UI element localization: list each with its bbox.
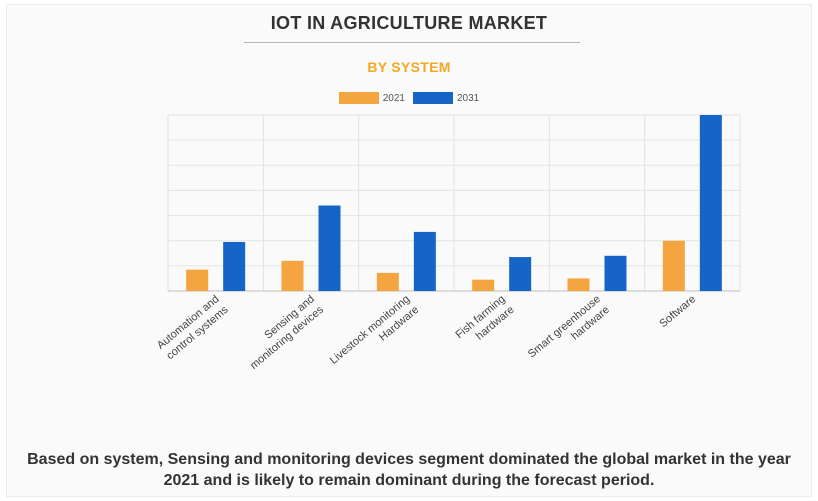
bar-2021[interactable] [186,269,209,291]
x-tick-label-line: Software [657,293,698,330]
x-tick-label: Software [657,293,698,330]
chart-legend: 2021 2031 [0,92,818,104]
bar-2021[interactable] [281,260,304,291]
x-tick-label: Livestock monitoringHardware [328,293,422,377]
bar-2031[interactable] [604,255,627,291]
x-tick-label: Automation andcontrol systems [155,293,231,363]
bar-2031[interactable] [509,257,532,291]
bar-2021[interactable] [376,272,399,291]
legend-item-2021[interactable]: 2021 [338,92,405,104]
bar-2031[interactable] [413,231,436,291]
bar-2021[interactable] [567,278,590,291]
bar-2031[interactable] [318,205,341,291]
legend-label-2021: 2021 [382,92,405,104]
legend-swatch-2031 [413,92,453,104]
bar-2031[interactable] [699,115,722,291]
chart-subtitle: BY SYSTEM [367,59,451,75]
legend-swatch-2021 [338,92,379,104]
x-tick-label: Fish farminghardware [454,293,517,352]
x-tick-label: Sensing andmonitoring devices [239,293,326,372]
bar-chart: Automation andcontrol systems Sensing and… [155,114,741,377]
bar-2021[interactable] [472,279,495,291]
legend-item-2031[interactable]: 2031 [413,92,479,104]
x-tick-label: Smart greenhousehardware [526,293,612,371]
legend-label-2031: 2031 [457,92,480,104]
chart-title: IOT IN AGRICULTURE MARKET [270,13,548,33]
chart-caption: Based on system, Sensing and monitoring … [27,451,791,489]
bar-2021[interactable] [662,240,685,291]
title-divider [244,42,580,43]
bar-2031[interactable] [223,241,246,291]
